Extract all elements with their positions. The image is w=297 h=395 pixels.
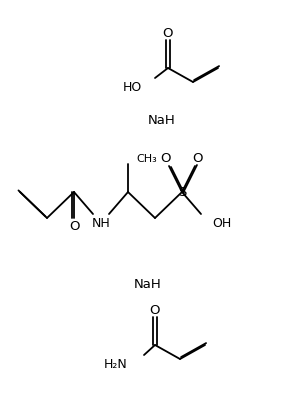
Text: H₂N: H₂N	[104, 357, 128, 371]
Text: O: O	[69, 220, 79, 233]
Text: O: O	[193, 152, 203, 164]
Text: CH₃: CH₃	[136, 154, 157, 164]
Text: NaH: NaH	[148, 113, 176, 126]
Text: NH: NH	[92, 216, 110, 229]
Text: O: O	[163, 26, 173, 40]
Text: O: O	[161, 152, 171, 164]
Text: HO: HO	[123, 81, 142, 94]
Text: O: O	[150, 303, 160, 316]
Text: S: S	[178, 186, 186, 199]
Text: OH: OH	[212, 216, 231, 229]
Text: NaH: NaH	[134, 278, 162, 292]
